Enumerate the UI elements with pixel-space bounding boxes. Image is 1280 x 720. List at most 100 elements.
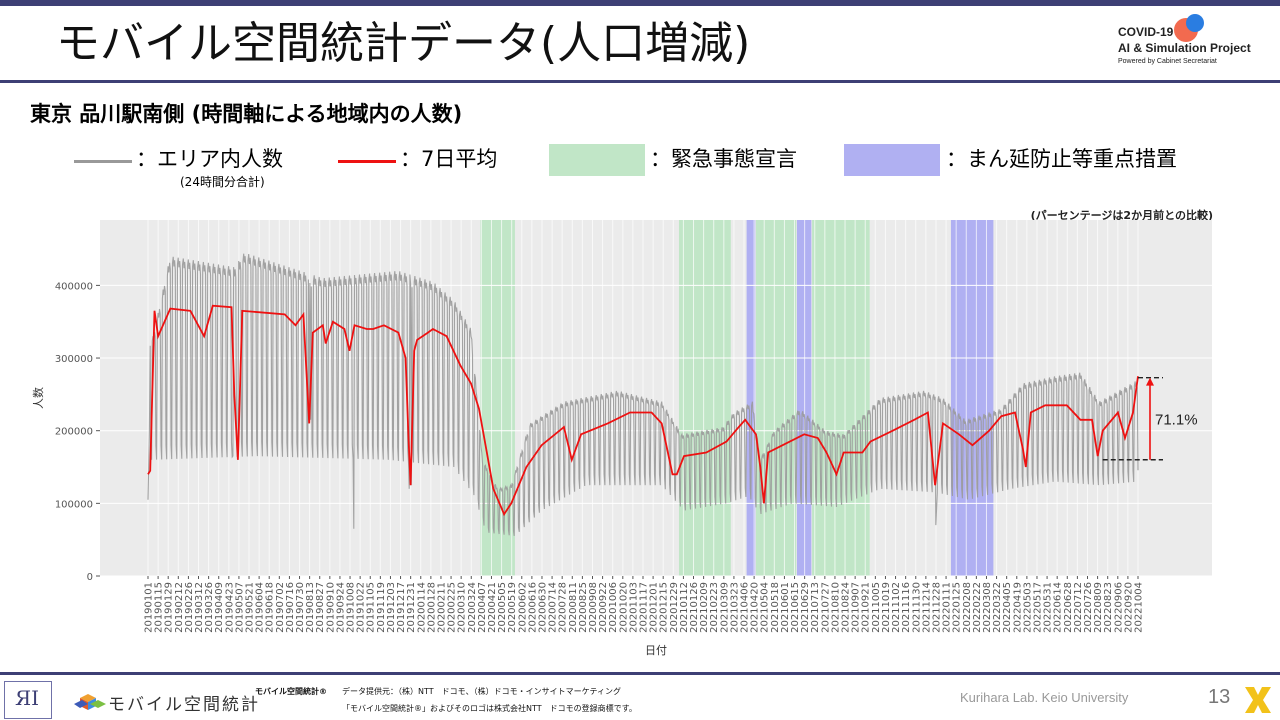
x-tick-label: 20200825 bbox=[578, 582, 589, 633]
chart-note: (パーセンテージは2か月前との比較) bbox=[1031, 208, 1213, 222]
x-tick-label: 20210420 bbox=[750, 582, 761, 633]
x-tick-label: 20190910 bbox=[325, 582, 336, 633]
x-tick-label: 20211102 bbox=[891, 582, 902, 633]
avg7-line bbox=[147, 304, 1139, 517]
y-tick-label: 200000 bbox=[55, 427, 93, 438]
x-tick-label: 20220614 bbox=[1053, 582, 1064, 633]
x-tick-label: 20220712 bbox=[1073, 582, 1084, 633]
x-tick-label: 20201103 bbox=[628, 582, 639, 633]
y-tick-label: 300000 bbox=[55, 354, 93, 365]
x-tick-label: 20210518 bbox=[770, 582, 781, 633]
emergency-period-4 bbox=[812, 220, 870, 576]
x-tick-label: 20220809 bbox=[1093, 582, 1104, 633]
footer-divider bbox=[0, 672, 1280, 675]
x-tick-label: 20200908 bbox=[588, 582, 599, 633]
x-tick-label: 20200407 bbox=[477, 582, 488, 633]
change-percent-label: 71.1% bbox=[1155, 412, 1198, 429]
population-chart: (パーセンテージは2か月前との比較) 71.1% 0 100000 200000 30… bbox=[32, 208, 1213, 657]
x-tick-label: 20210126 bbox=[689, 582, 700, 633]
x-tick-label: 20200616 bbox=[527, 582, 538, 633]
x-tick-label: 20191231 bbox=[406, 582, 417, 633]
x-tick-label: 20220823 bbox=[1103, 582, 1114, 633]
x-tick-label: 20190521 bbox=[245, 582, 256, 633]
x-tick-label: 20210713 bbox=[810, 582, 821, 633]
x-tick-label: 20201201 bbox=[649, 582, 660, 633]
legend-emergency-swatch bbox=[549, 144, 645, 176]
x-tick-label: 20210615 bbox=[790, 582, 801, 633]
x-tick-label: 20211116 bbox=[901, 582, 912, 633]
x-tick-label: 20200630 bbox=[537, 582, 548, 633]
mobile-stats-logo-text: モバイル空間統計 bbox=[108, 695, 260, 715]
x-tick-label: 20210504 bbox=[760, 582, 771, 633]
x-tick-label: 20220308 bbox=[982, 582, 993, 633]
x-tick-label: 20220419 bbox=[1012, 582, 1023, 633]
manbo-period-3 bbox=[950, 220, 994, 576]
x-tick-label: 20190312 bbox=[194, 582, 205, 633]
change-arrow-head bbox=[1146, 377, 1154, 386]
brand-line-1: COVID-19 bbox=[1118, 25, 1174, 39]
x-tick-label: 20191217 bbox=[396, 582, 407, 633]
x-tick-label: 20190827 bbox=[315, 582, 326, 633]
x-tick-label: 20191105 bbox=[366, 582, 377, 633]
x-logo-icon bbox=[1245, 687, 1271, 713]
x-tick-label: 20191008 bbox=[346, 582, 357, 633]
y-tick-label: 0 bbox=[87, 572, 93, 583]
x-tick-label: 20220405 bbox=[1002, 582, 1013, 633]
x-tick-label: 20220628 bbox=[1063, 582, 1074, 633]
x-tick-label: 20191203 bbox=[386, 582, 397, 633]
x-tick-label: 20200728 bbox=[558, 582, 569, 633]
x-tick-label: 20211005 bbox=[871, 582, 882, 633]
x-tick-label: 20200211 bbox=[436, 582, 447, 633]
x-tick-label: 20190924 bbox=[335, 582, 346, 633]
x-tick-label: 20200421 bbox=[487, 582, 498, 633]
x-tick-label: 20200324 bbox=[467, 582, 478, 633]
x-tick-label: 20211228 bbox=[931, 582, 942, 633]
university-emblem: ЯI bbox=[4, 681, 52, 719]
legend-manbo-swatch bbox=[844, 144, 940, 176]
x-tick-label: 20220322 bbox=[992, 582, 1003, 633]
manbo-period-1 bbox=[746, 220, 756, 576]
x-tick-label: 20210309 bbox=[719, 582, 730, 633]
x-tick-label: 20200714 bbox=[548, 582, 559, 633]
x-tick-label: 20201006 bbox=[608, 582, 619, 633]
emergency-period-3 bbox=[755, 220, 797, 576]
x-tick-label: 20190409 bbox=[214, 582, 225, 633]
x-tick-label: 20190326 bbox=[204, 582, 215, 633]
x-tick-label: 20190604 bbox=[255, 582, 266, 633]
x-tick-label: 20220531 bbox=[1043, 582, 1054, 633]
x-tick-label: 20200310 bbox=[457, 582, 468, 633]
x-tick-label: 20190618 bbox=[265, 582, 276, 633]
legend-avg7-label: ：7日平均 bbox=[400, 147, 498, 171]
x-tick-label: 20210824 bbox=[841, 582, 852, 633]
x-tick-label: 20190423 bbox=[224, 582, 235, 633]
page-title: モバイル空間統計データ(人口増減) bbox=[56, 18, 751, 69]
legend-red-line-swatch bbox=[338, 160, 396, 163]
x-tick-label: 20210323 bbox=[729, 582, 740, 633]
y-tick-label: 100000 bbox=[55, 499, 93, 510]
title-divider bbox=[0, 80, 1280, 83]
legend-manbo-label: ：まん延防止等重点措置 bbox=[946, 147, 1177, 171]
brand-line-2: AI & Simulation Project bbox=[1118, 41, 1251, 55]
x-tick-label: 20190507 bbox=[234, 582, 245, 633]
x-tick-label: 20210810 bbox=[830, 582, 841, 633]
legend-area-people-label: ：エリア内人数 bbox=[136, 147, 283, 171]
project-brand: COVID-19 AI & Simulation Project Powered… bbox=[1118, 24, 1278, 68]
lab-credit: Kurihara Lab. Keio University bbox=[960, 690, 1129, 705]
x-tick-label: 20211214 bbox=[921, 582, 932, 633]
brand-line-3: Powered by Cabinet Secretariat bbox=[1118, 58, 1217, 65]
x-tick-label: 20200811 bbox=[568, 582, 579, 633]
x-tick-label: 20220503 bbox=[1022, 582, 1033, 633]
legend-gray-line-swatch bbox=[74, 160, 132, 163]
x-tick-label: 20211019 bbox=[881, 582, 892, 633]
x-tick-label: 20220517 bbox=[1032, 582, 1043, 633]
x-axis-label: 日付 bbox=[645, 644, 667, 657]
emergency-period-2 bbox=[678, 220, 731, 576]
x-tick-label: 20190730 bbox=[295, 582, 306, 633]
x-tick-label: 20210112 bbox=[679, 582, 690, 633]
x-tick-label: 20190129 bbox=[164, 582, 175, 633]
x-tick-label: 20220726 bbox=[1083, 582, 1094, 633]
x-tick-label: 20220222 bbox=[972, 582, 983, 633]
x-tick-label: 20210223 bbox=[709, 582, 720, 633]
x-tick-label: 20200519 bbox=[507, 582, 518, 633]
x-tick-label: 20210921 bbox=[861, 582, 872, 633]
